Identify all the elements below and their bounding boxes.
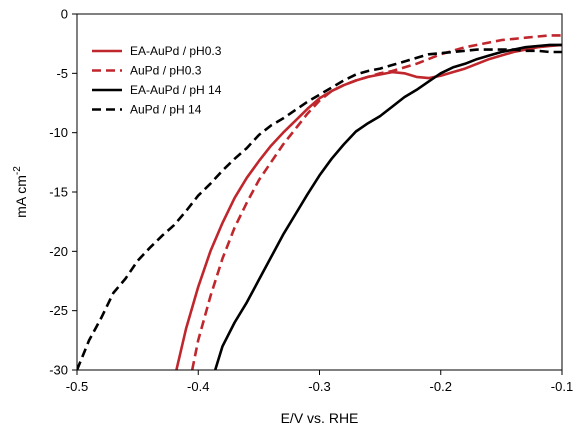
x-axis-title: E/V vs. RHE (281, 410, 359, 426)
y-tick-label: -5 (56, 66, 68, 81)
legend-label-2: AuPd / pH0.3 (130, 64, 202, 78)
legend-label-4: AuPd / pH 14 (130, 103, 202, 117)
legend: EA-AuPd / pH0.3 AuPd / pH0.3 EA-AuPd / pH … (92, 44, 222, 117)
y-tick-label: -30 (49, 363, 68, 378)
x-tick-label: -0.2 (430, 379, 452, 394)
x-tick-label: -0.1 (551, 379, 573, 394)
y-tick-label: 0 (61, 7, 68, 22)
y-axis-title-main: mA cm (13, 175, 29, 218)
y-axis-title-superscript: -2 (12, 166, 23, 175)
legend-label-1: EA-AuPd / pH0.3 (130, 44, 222, 58)
x-tick-label: -0.4 (187, 379, 209, 394)
x-axis: -0.5 -0.4 -0.3 -0.2 -0.1 (66, 370, 573, 394)
y-tick-label: -20 (49, 244, 68, 259)
y-tick-label: -10 (49, 125, 68, 140)
x-tick-label: -0.3 (308, 379, 330, 394)
y-axis: 0 -5 -10 -15 -20 -25 -30 (49, 7, 77, 378)
legend-label-3: EA-AuPd / pH 14 (130, 83, 222, 97)
series-layer (77, 34, 562, 370)
x-tick-label: -0.5 (66, 379, 88, 394)
y-tick-label: -15 (49, 185, 68, 200)
series-line-2 (190, 34, 562, 370)
y-axis-title: mA cm-2 (12, 166, 29, 218)
series-line-4 (77, 48, 562, 370)
series-line-3 (213, 43, 562, 370)
y-tick-label: -25 (49, 303, 68, 318)
